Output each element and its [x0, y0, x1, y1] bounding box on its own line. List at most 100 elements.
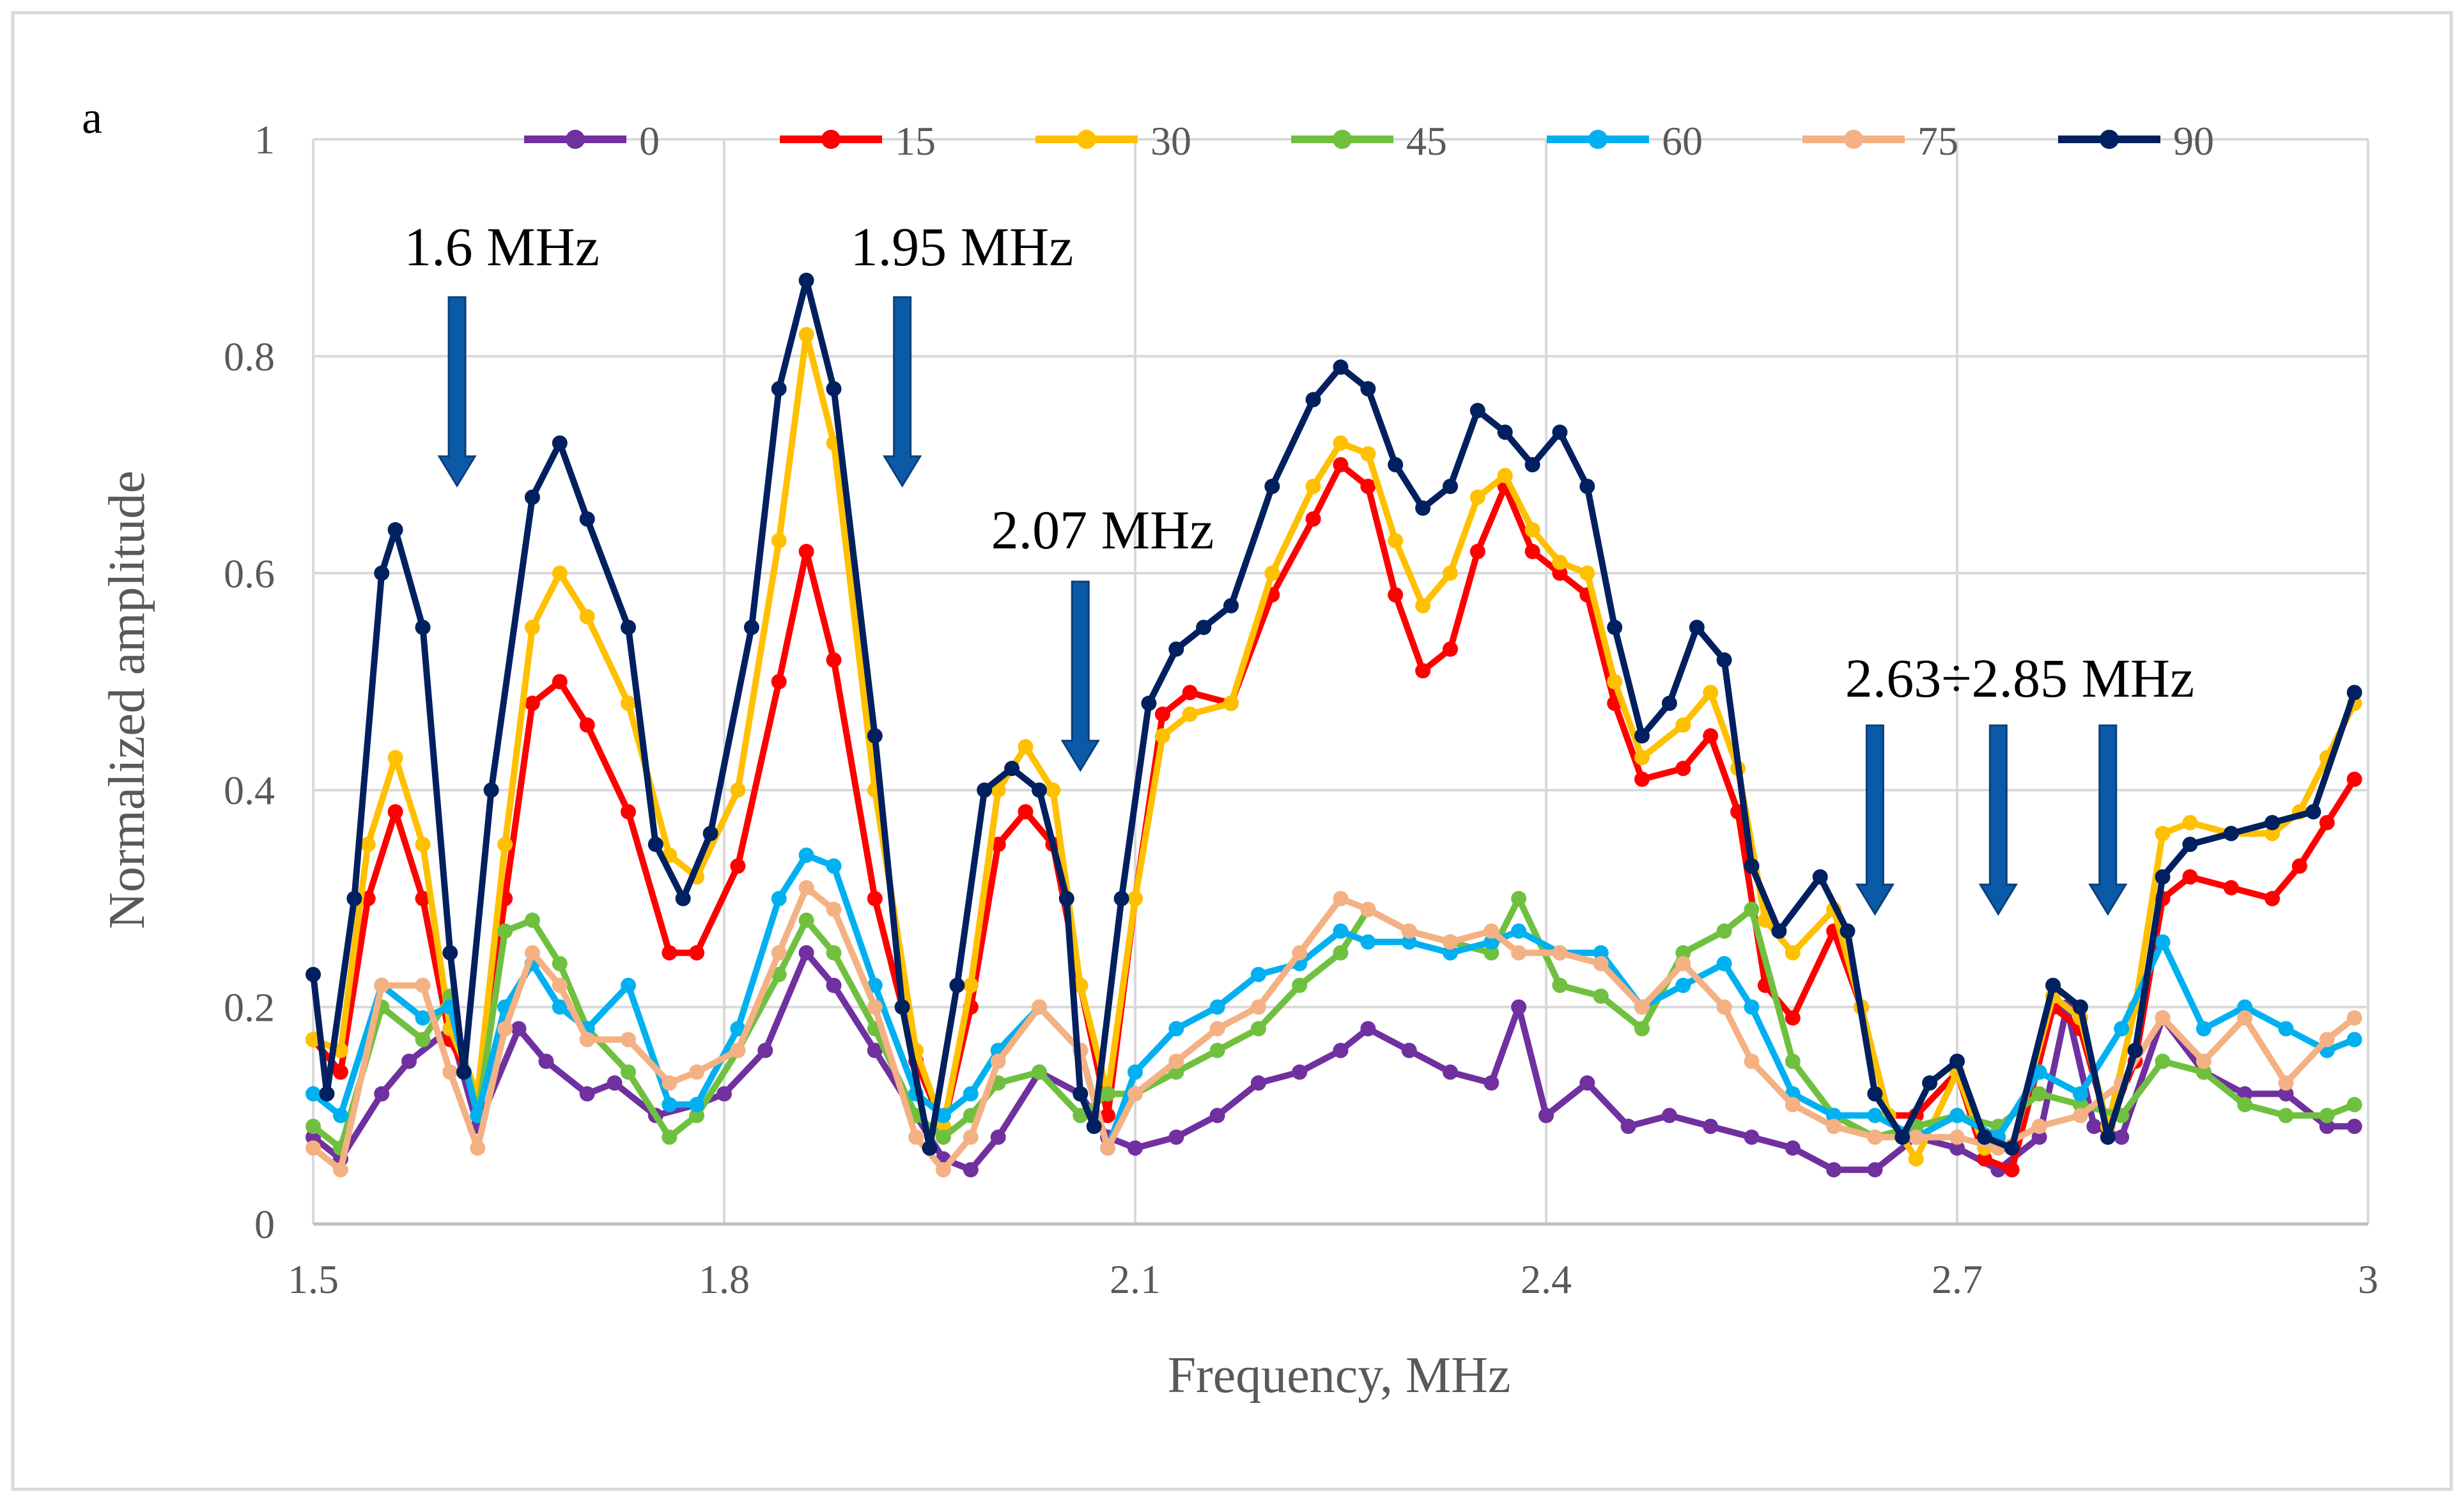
- data-point: [1360, 479, 1376, 494]
- legend-swatch-marker: [2100, 130, 2119, 149]
- x-tick-label: 2.4: [1521, 1257, 1572, 1302]
- data-point: [1511, 999, 1527, 1015]
- data-point: [552, 956, 568, 972]
- data-point: [387, 750, 403, 766]
- data-point: [607, 1075, 623, 1091]
- data-point: [2278, 1021, 2294, 1037]
- legend-label: 75: [1918, 118, 1958, 164]
- data-point: [1716, 652, 1732, 668]
- data-point: [1484, 945, 1499, 961]
- x-axis-title: Frequency, MHz: [1168, 1347, 1511, 1404]
- data-point: [1976, 1151, 1992, 1167]
- data-point: [1333, 435, 1349, 451]
- data-point: [1497, 424, 1513, 440]
- down-arrow-icon: [882, 296, 922, 488]
- data-point: [1073, 977, 1089, 993]
- data-point: [689, 1064, 705, 1080]
- data-point: [1182, 706, 1198, 722]
- data-point: [1305, 479, 1321, 494]
- data-point: [935, 1108, 951, 1124]
- data-point: [963, 977, 979, 993]
- data-point: [1360, 1021, 1376, 1037]
- data-point: [1497, 468, 1513, 484]
- data-point: [1415, 500, 1431, 516]
- data-point: [1223, 598, 1239, 614]
- data-point: [2237, 1097, 2253, 1113]
- data-point: [332, 1108, 348, 1124]
- data-point: [1675, 956, 1691, 972]
- data-point: [1785, 1053, 1801, 1069]
- data-point: [1511, 945, 1527, 961]
- data-point: [867, 728, 883, 744]
- data-point: [1196, 619, 1212, 635]
- data-point: [1415, 663, 1431, 679]
- data-point: [2155, 826, 2171, 842]
- data-point: [374, 1086, 390, 1102]
- legend-item-0: 0: [524, 118, 660, 164]
- data-point: [1922, 1075, 1938, 1091]
- data-point: [2127, 1042, 2143, 1058]
- data-point: [2031, 1086, 2047, 1102]
- data-point: [1812, 869, 1828, 885]
- data-point: [1716, 999, 1732, 1015]
- data-point: [524, 695, 540, 711]
- data-point: [1579, 479, 1595, 494]
- data-point: [1675, 945, 1691, 961]
- data-point: [1113, 890, 1129, 906]
- data-point: [360, 837, 376, 853]
- data-point: [1593, 956, 1609, 972]
- data-point: [306, 1086, 321, 1102]
- legend-label: 60: [1662, 118, 1703, 164]
- data-point: [826, 901, 842, 917]
- data-point: [1552, 554, 1568, 570]
- data-point: [374, 977, 390, 993]
- data-point: [1154, 728, 1170, 744]
- data-point: [867, 977, 883, 993]
- data-point: [1032, 999, 1047, 1015]
- data-point: [2086, 1119, 2102, 1134]
- data-point: [2265, 826, 2280, 842]
- data-point: [524, 945, 540, 961]
- data-point: [1100, 1108, 1116, 1124]
- data-point: [717, 1086, 732, 1102]
- data-point: [1360, 381, 1376, 397]
- data-point: [2319, 1108, 2335, 1124]
- data-point: [1785, 1097, 1801, 1113]
- y-tick-label: 0.6: [224, 551, 275, 596]
- down-arrow-icon: [1978, 724, 2018, 916]
- data-point: [1168, 1053, 1184, 1069]
- data-point: [621, 977, 636, 993]
- series-90: [306, 272, 2362, 1156]
- data-point: [2346, 771, 2362, 787]
- data-point: [1401, 1042, 1417, 1058]
- data-point: [1744, 901, 1760, 917]
- data-point: [497, 923, 513, 939]
- legend-swatch-marker: [566, 130, 585, 149]
- data-point: [1333, 923, 1349, 939]
- legend-swatch-marker: [821, 130, 841, 149]
- data-point: [2346, 685, 2362, 701]
- data-point: [401, 1053, 417, 1069]
- data-point: [2223, 826, 2239, 842]
- data-point: [689, 1108, 705, 1124]
- data-point: [1579, 565, 1595, 581]
- data-point: [1443, 641, 1458, 657]
- data-point: [2182, 837, 2198, 853]
- data-point: [579, 717, 595, 733]
- data-point: [524, 619, 540, 635]
- data-point: [1634, 728, 1650, 744]
- data-point: [1333, 945, 1349, 961]
- data-point: [2346, 1097, 2362, 1113]
- data-point: [621, 804, 636, 820]
- data-point: [935, 1162, 951, 1178]
- data-point: [1100, 1086, 1116, 1102]
- data-point: [867, 1042, 883, 1058]
- data-point: [894, 999, 910, 1015]
- data-point: [798, 327, 814, 343]
- data-point: [2196, 1021, 2212, 1037]
- data-point: [1443, 945, 1458, 961]
- data-point: [1524, 522, 1540, 538]
- data-point: [1127, 1140, 1143, 1156]
- legend-swatch-marker: [1333, 130, 1352, 149]
- annotation-4: 2.63÷2.85 MHz: [1845, 647, 2194, 916]
